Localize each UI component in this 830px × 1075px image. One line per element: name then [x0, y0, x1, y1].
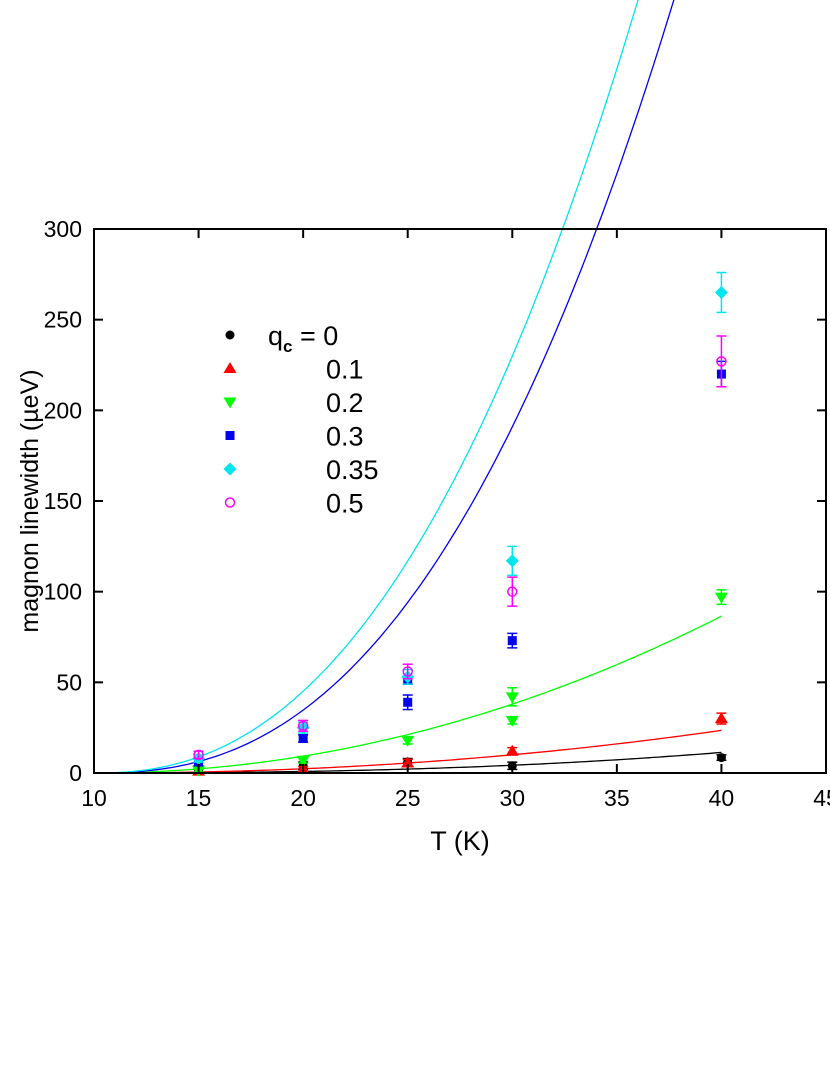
marker-triangle-down	[505, 692, 519, 704]
marker-open-circle	[507, 586, 518, 597]
x-tick-label: 45	[813, 785, 830, 811]
point-0.35	[714, 271, 728, 314]
x-tick-label: 40	[709, 785, 735, 811]
legend-marker-0.35	[223, 462, 237, 476]
x-tick-label: 10	[81, 785, 107, 811]
marker-diamond	[714, 285, 728, 299]
point-0.5	[297, 719, 309, 733]
point-0.1	[714, 712, 728, 725]
y-tick-label: 300	[44, 216, 82, 242]
fit-curves	[94, 0, 722, 774]
legend-marker-0.3	[225, 431, 235, 440]
marker-open-circle	[402, 666, 413, 677]
legend-label-0.2: 0.2	[326, 388, 364, 418]
plot-frame	[93, 228, 827, 774]
marker-triangle-up	[505, 744, 519, 756]
point-0.1	[505, 744, 519, 756]
x-tick-label: 30	[499, 785, 525, 811]
point-0.5	[716, 335, 727, 388]
legend-label-0: qc = 0	[268, 321, 338, 356]
marker-open-circle	[297, 720, 309, 732]
marker-open-circle	[716, 356, 727, 367]
fit-curve-0.35	[94, 0, 639, 774]
point-0.3	[298, 734, 309, 744]
point-0.5	[402, 663, 413, 680]
x-axis-label: T (K)	[430, 826, 490, 856]
point-0.3	[402, 694, 413, 711]
point-0.2	[714, 589, 728, 606]
marker-diamond	[505, 554, 519, 568]
y-tick-label: 150	[44, 488, 82, 514]
marker-triangle-down	[296, 755, 310, 767]
x-tick-label: 25	[395, 785, 421, 811]
legend-marker-0.5	[224, 497, 236, 508]
point-0.2	[296, 755, 310, 767]
x-tick-label: 20	[290, 785, 316, 811]
point-0.2	[505, 715, 519, 727]
data-points	[192, 271, 728, 777]
y-axis-label: magnon linewidth (µeV)	[16, 369, 44, 632]
legend-label-0.35: 0.35	[326, 455, 379, 485]
axis-ticks	[93, 228, 827, 774]
legend-marker-0.1	[223, 362, 237, 373]
marker-square	[298, 734, 308, 744]
marker-triangle-up	[401, 756, 415, 768]
point-0.3	[507, 632, 518, 649]
legend-label-0.1: 0.1	[326, 355, 364, 385]
marker-circle	[716, 753, 726, 763]
legend-marker-0	[225, 330, 235, 340]
y-tick-label: 0	[69, 760, 82, 786]
marker-square	[403, 697, 413, 707]
legend-label-0.3: 0.3	[326, 422, 364, 452]
y-tick-label: 250	[44, 307, 82, 333]
point-0.5	[507, 576, 518, 607]
axis-tick-labels: 10 15 20 25 30 35 40 45 0 50 100 150 200 250 300	[44, 216, 830, 811]
y-tick-label: 50	[56, 669, 82, 695]
marker-square	[507, 636, 517, 646]
legend-marker-0.2	[223, 397, 237, 409]
marker-triangle-down	[505, 715, 519, 727]
point-0.35	[505, 545, 519, 577]
point-0	[716, 753, 727, 763]
marker-triangle-up	[714, 712, 728, 724]
fit-curve-0.3	[94, 0, 675, 774]
point-0.5	[193, 749, 204, 761]
marker-triangle-down	[401, 735, 415, 747]
point-0.2	[505, 687, 519, 707]
legend-label-0.5: 0.5	[326, 489, 364, 519]
marker-open-circle	[193, 749, 204, 761]
legend: qc = 00.10.2 0.30.35 0.5	[223, 321, 379, 519]
y-tick-label: 200	[44, 397, 82, 423]
point-0.2	[401, 735, 415, 747]
x-tick-label: 15	[186, 785, 212, 811]
x-tick-label: 35	[604, 785, 630, 811]
marker-triangle-down	[714, 592, 728, 604]
y-tick-label: 100	[44, 579, 82, 605]
